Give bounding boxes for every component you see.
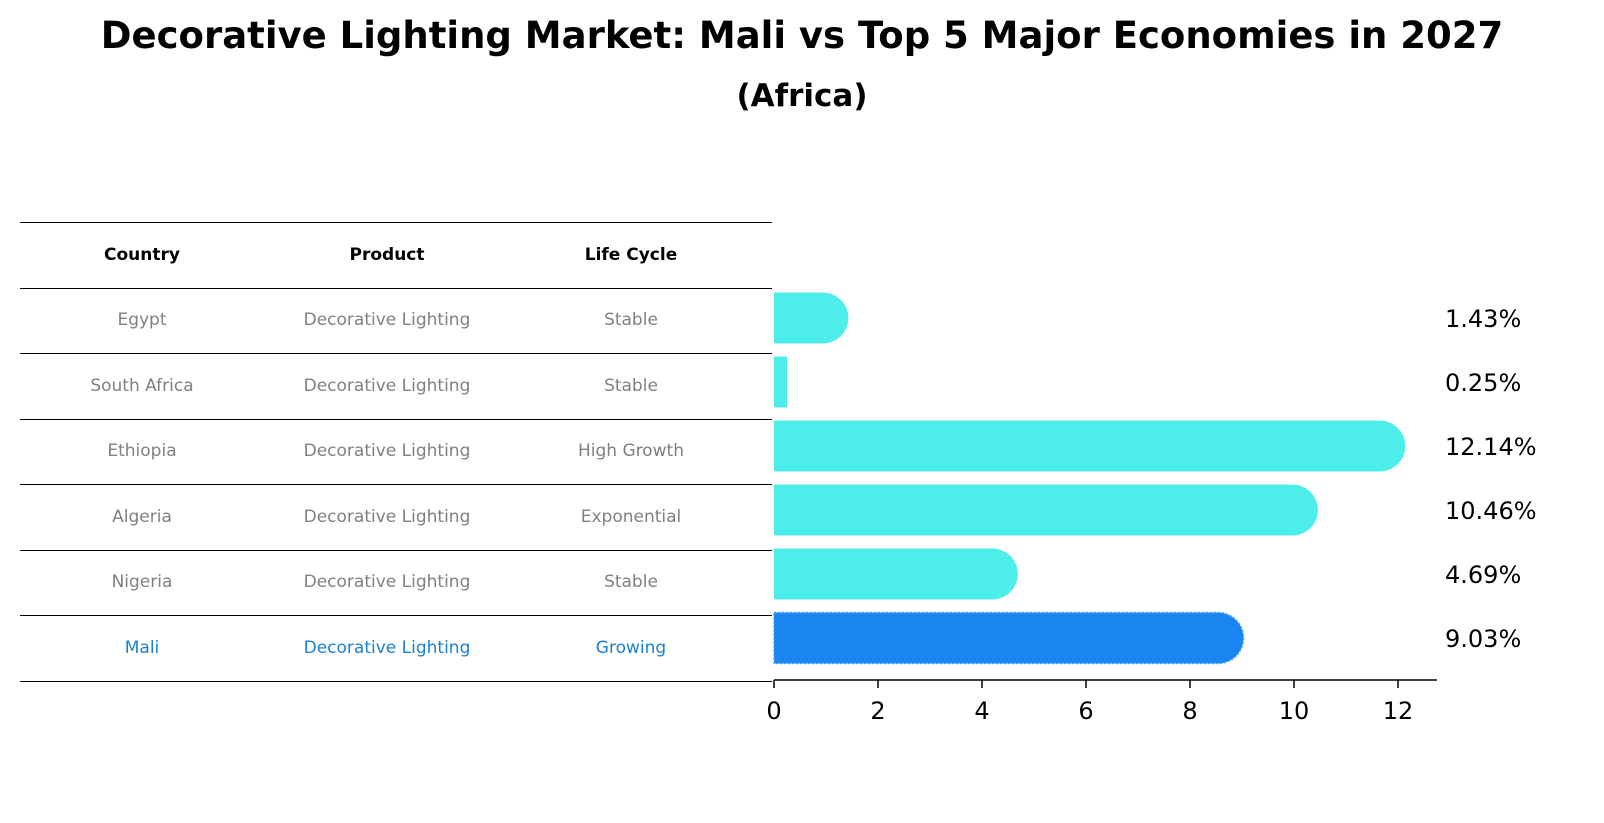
table-cell-product: Decorative Lighting	[303, 310, 471, 331]
bar	[774, 484, 1318, 536]
table-rule	[20, 222, 772, 223]
x-tick-label: 4	[974, 697, 989, 725]
table-cell-life-cycle: Stable	[604, 310, 658, 331]
bar-value-label: 1.43%	[1445, 305, 1521, 333]
bar	[774, 612, 1244, 664]
table-cell-country: Egypt	[117, 310, 167, 331]
table-cell-country: Ethiopia	[107, 441, 177, 462]
bar	[774, 356, 787, 408]
table-cell-life-cycle: High Growth	[577, 441, 684, 462]
bar-value-label: 0.25%	[1445, 369, 1521, 397]
table-cell-product: Decorative Lighting	[303, 506, 471, 527]
table-cell-life-cycle: Growing	[595, 637, 667, 658]
table-rule	[20, 484, 772, 485]
bar	[774, 292, 849, 344]
x-tick-label: 12	[1383, 697, 1414, 725]
chart-title: Decorative Lighting Market: Mali vs Top …	[100, 14, 1504, 57]
x-tick-label: 6	[1078, 697, 1093, 725]
bar-value-label: 4.69%	[1445, 561, 1521, 589]
bar-value-label: 12.14%	[1445, 433, 1537, 461]
bar	[774, 420, 1406, 472]
table-rule	[20, 353, 772, 354]
bar-highlight-outline	[773, 611, 1245, 665]
chart-subtitle: (Africa)	[736, 78, 868, 114]
bar	[774, 548, 1018, 600]
table-cell-life-cycle: Stable	[604, 375, 658, 396]
table-cell-product: Decorative Lighting	[303, 637, 471, 658]
table-cell-country: South Africa	[90, 375, 194, 396]
table-cell-life-cycle: Stable	[604, 572, 658, 593]
table-cell-life-cycle: Exponential	[580, 506, 682, 527]
table-cell-product: Decorative Lighting	[303, 375, 471, 396]
table-cell-country: Mali	[124, 637, 160, 658]
table-rule	[20, 615, 772, 616]
x-tick-label: 8	[1182, 697, 1197, 725]
table-header-country: Country	[104, 244, 180, 265]
table-header-product: Product	[349, 244, 425, 265]
table-rule	[20, 549, 772, 551]
table-rule	[20, 418, 772, 420]
x-tick-label: 0	[766, 697, 781, 725]
x-tick-label: 2	[870, 697, 885, 725]
x-tick-label: 10	[1279, 697, 1310, 725]
table-rule	[20, 287, 772, 289]
table-cell-country: Algeria	[112, 506, 172, 527]
table-rule	[20, 680, 772, 682]
table-cell-country: Nigeria	[111, 572, 173, 593]
table-header-life-cycle: Life Cycle	[584, 244, 678, 265]
bar-value-label: 10.46%	[1445, 497, 1537, 525]
table-cell-product: Decorative Lighting	[303, 441, 471, 462]
table-cell-product: Decorative Lighting	[303, 572, 471, 593]
bar-value-label: 9.03%	[1445, 625, 1521, 653]
